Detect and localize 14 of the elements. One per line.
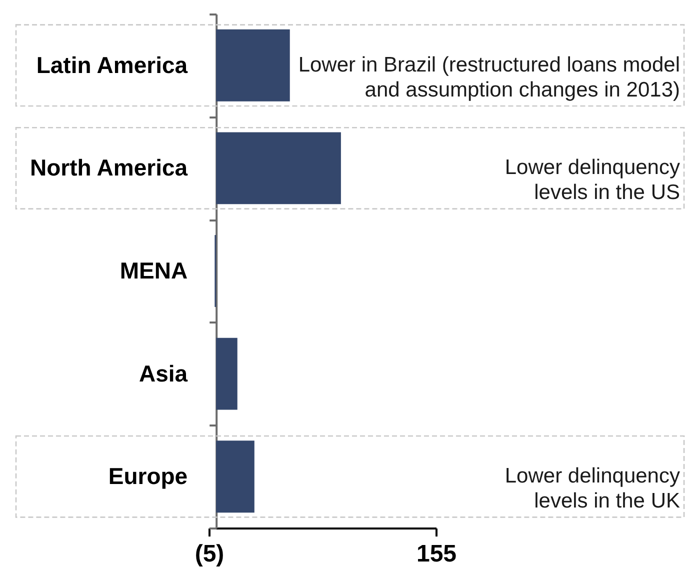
text: Lower delinquency levels in the US (504, 156, 680, 204)
bar (216, 440, 254, 513)
text: Lower delinquency levels in the UK (504, 464, 680, 513)
y-tick-label: North America (30, 154, 188, 181)
y-tick-label: Latin America (36, 52, 188, 78)
y-tick-label: MENA (120, 258, 188, 284)
y-tick-label: Europe (108, 463, 188, 490)
annotation: Lower in Brazil (restructured loans model and assumption changes in 2013) (298, 53, 680, 102)
y-tick-label: Asia (139, 360, 188, 386)
x-tick-label: (5) (194, 540, 224, 568)
bar (216, 338, 238, 410)
bar (216, 132, 341, 204)
bar (216, 29, 290, 102)
x-tick-label: 155 (416, 540, 457, 568)
